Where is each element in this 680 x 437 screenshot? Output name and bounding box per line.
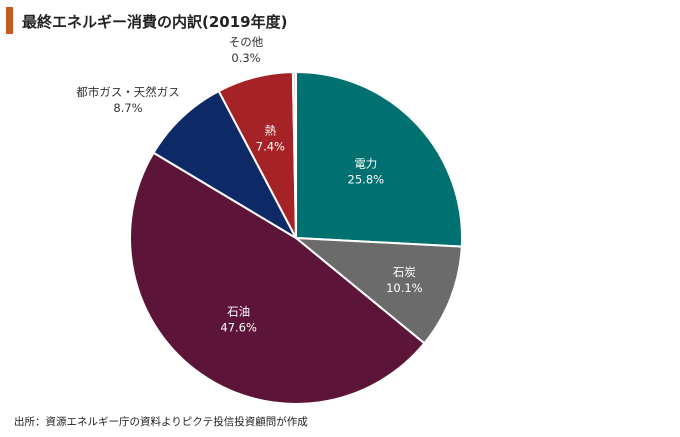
pie-slice-3 xyxy=(152,89,299,241)
slice-name-label-3: 都市ガス・天然ガス xyxy=(76,85,180,99)
pie-slice-2 xyxy=(129,151,426,405)
slice-value-label-1: 10.1% xyxy=(386,281,423,295)
slice-name-label-5: その他 xyxy=(229,35,264,49)
title-accent-bar xyxy=(6,7,13,34)
pie-slice-0 xyxy=(295,70,463,248)
pie-slice-5 xyxy=(291,70,297,239)
slice-value-label-3: 8.7% xyxy=(113,101,142,115)
source-note: 出所：資源エネルギー庁の資料よりピクテ投信投資顧問が作成 xyxy=(14,416,308,428)
slice-name-label-1: 石炭 xyxy=(393,265,416,279)
slice-name-label-2: 石油 xyxy=(227,304,250,318)
slice-name-label-0: 電力 xyxy=(354,157,377,171)
pie-slice-1 xyxy=(293,236,463,345)
slice-value-label-0: 25.8% xyxy=(348,173,385,187)
slice-value-label-2: 47.6% xyxy=(220,320,257,334)
chart-title: 最終エネルギー消費の内訳(2019年度) xyxy=(22,13,288,31)
slice-value-label-5: 0.3% xyxy=(231,51,260,65)
slice-value-label-4: 7.4% xyxy=(256,139,285,153)
pie-slices xyxy=(129,70,463,405)
pie-labels: 電力 25.8% 石炭 10.1% 石油 47.6% 都市ガス・天然ガス 8.7% 熱 7.4% そ… xyxy=(76,35,422,334)
slice-name-label-4: 熱 xyxy=(265,123,277,137)
